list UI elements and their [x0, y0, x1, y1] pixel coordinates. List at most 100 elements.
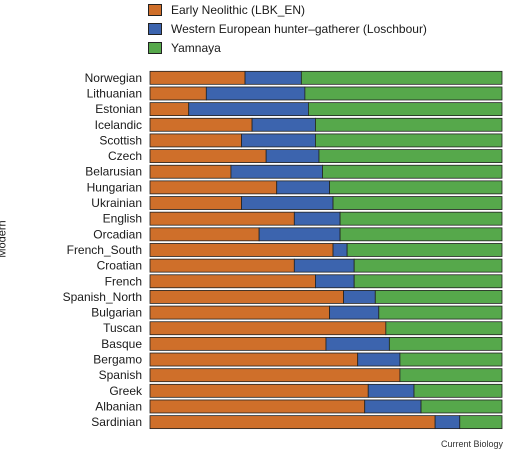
- bar-segment-bulgarian-1: [329, 305, 380, 320]
- bar-segment-spanish-north-2: [374, 290, 503, 304]
- bar-segment-french-2: [353, 274, 503, 289]
- bar-segment-icelandic-1: [251, 117, 316, 132]
- bar-segment-basque-2: [388, 336, 503, 351]
- bar-segment-greek-1: [367, 383, 415, 398]
- bar-segment-czech-1: [265, 149, 320, 163]
- bar-segment-bergamo-0: [149, 352, 359, 367]
- category-label-greek: Greek: [109, 384, 143, 398]
- bar-segment-belarusian-2: [322, 164, 503, 179]
- bar-segment-scottish-1: [241, 133, 316, 148]
- bar-segment-ukrainian-0: [149, 196, 242, 210]
- bar-segment-bergamo-1: [357, 352, 401, 367]
- bar-segment-estonian-1: [188, 102, 309, 117]
- bar-segment-french-1: [315, 274, 355, 289]
- bar-segment-icelandic-2: [315, 117, 503, 132]
- legend-swatch-early-neolithic: [148, 4, 162, 16]
- bar-segment-orcadian-1: [258, 227, 341, 242]
- category-label-ukrainian: Ukrainian: [91, 196, 142, 210]
- category-label-bergamo: Bergamo: [93, 353, 142, 367]
- bar-segment-orcadian-2: [339, 227, 503, 242]
- bar-segment-tuscan-2: [385, 321, 503, 336]
- bar-segment-french-0: [149, 274, 316, 289]
- legend-swatch-yamnaya: [148, 42, 162, 54]
- bar-segment-lithuanian-1: [205, 86, 306, 101]
- bar-segment-estonian-2: [307, 102, 503, 117]
- legend-label-loschbour: Western European hunter–gatherer (Loschb…: [171, 22, 427, 36]
- bar-segment-french-south-1: [332, 243, 348, 257]
- bar-segment-lithuanian-0: [149, 86, 207, 101]
- category-label-icelandic: Icelandic: [95, 118, 142, 132]
- category-label-croatian: Croatian: [97, 259, 142, 273]
- bar-segment-albanian-1: [364, 399, 422, 414]
- category-label-spanish: Spanish: [99, 368, 142, 382]
- bar-segment-greek-2: [413, 383, 503, 398]
- bar-segment-tuscan-0: [149, 321, 387, 336]
- category-label-french: French: [105, 274, 142, 288]
- category-label-french-south: French_South: [67, 243, 142, 257]
- bar-segment-norwegian-0: [149, 70, 246, 85]
- bar-segment-albanian-0: [149, 399, 366, 414]
- bar-segment-french-south-2: [346, 243, 503, 257]
- category-label-hungarian: Hungarian: [87, 180, 142, 194]
- category-label-lithuanian: Lithuanian: [87, 86, 142, 100]
- credit-text: Current Biology: [440, 439, 503, 449]
- bar-segment-norwegian-2: [300, 70, 503, 85]
- bar-segment-ukrainian-1: [241, 196, 334, 210]
- bar-segment-sardinian-0: [149, 415, 436, 430]
- category-label-spanish-north: Spanish_North: [63, 290, 142, 304]
- bar-segment-basque-1: [325, 336, 390, 351]
- category-label-albanian: Albanian: [95, 399, 142, 413]
- bar-segment-lithuanian-2: [304, 86, 503, 101]
- category-label-czech: Czech: [108, 149, 142, 163]
- category-label-estonian: Estonian: [95, 102, 142, 116]
- bar-segment-hungarian-2: [329, 180, 503, 195]
- legend-label-yamnaya: Yamnaya: [171, 41, 221, 55]
- bar-segment-hungarian-1: [276, 180, 330, 195]
- bar-segment-bulgarian-0: [149, 305, 330, 320]
- bar-segment-norwegian-1: [244, 70, 302, 85]
- bar-segment-estonian-0: [149, 102, 190, 117]
- bar-segment-french-south-0: [149, 243, 334, 257]
- legend-item-yamnaya: Yamnaya: [148, 39, 427, 58]
- bar-segment-sardinian-1: [434, 415, 461, 430]
- bar-segment-scottish-0: [149, 133, 242, 148]
- bar-segment-icelandic-0: [149, 117, 253, 132]
- category-label-tuscan: Tuscan: [103, 321, 142, 335]
- bar-segment-ukrainian-2: [332, 196, 503, 210]
- bar-segment-spanish-0: [149, 368, 401, 383]
- bar-segment-croatian-0: [149, 258, 295, 273]
- bar-segment-orcadian-0: [149, 227, 260, 242]
- category-label-scottish: Scottish: [99, 133, 142, 147]
- category-label-bulgarian: Bulgarian: [91, 306, 142, 320]
- bar-segment-spanish-north-0: [149, 290, 345, 304]
- category-label-sardinian: Sardinian: [91, 415, 142, 429]
- bar-segment-belarusian-1: [230, 164, 323, 179]
- category-label-norwegian: Norwegian: [85, 71, 142, 85]
- bar-segment-spanish-2: [399, 368, 503, 383]
- bar-segment-english-0: [149, 211, 295, 226]
- legend-item-early-neolithic: Early Neolithic (LBK_EN): [148, 1, 427, 20]
- bar-segment-czech-2: [318, 149, 503, 163]
- legend-item-loschbour: Western European hunter–gatherer (Loschb…: [148, 20, 427, 39]
- bar-segment-croatian-1: [293, 258, 355, 273]
- legend-swatch-loschbour: [148, 23, 162, 35]
- category-label-belarusian: Belarusian: [85, 165, 142, 179]
- bar-segment-greek-0: [149, 383, 369, 398]
- bar-segment-czech-0: [149, 149, 267, 163]
- category-label-basque: Basque: [101, 337, 142, 351]
- bar-segment-croatian-2: [353, 258, 503, 273]
- category-label-orcadian: Orcadian: [93, 227, 142, 241]
- bar-segment-belarusian-0: [149, 164, 232, 179]
- legend-label-early-neolithic: Early Neolithic (LBK_EN): [171, 3, 306, 17]
- bar-segment-sardinian-2: [459, 415, 503, 430]
- category-label-english: English: [103, 212, 142, 226]
- bar-segment-scottish-2: [315, 133, 503, 148]
- bar-segment-english-1: [293, 211, 341, 226]
- legend: Early Neolithic (LBK_EN) Western Europea…: [148, 1, 427, 58]
- bar-segment-spanish-north-1: [343, 290, 376, 304]
- bar-segment-hungarian-0: [149, 180, 278, 195]
- bar-segment-bergamo-2: [399, 352, 503, 367]
- bar-segment-basque-0: [149, 336, 327, 351]
- bar-segment-bulgarian-2: [378, 305, 503, 320]
